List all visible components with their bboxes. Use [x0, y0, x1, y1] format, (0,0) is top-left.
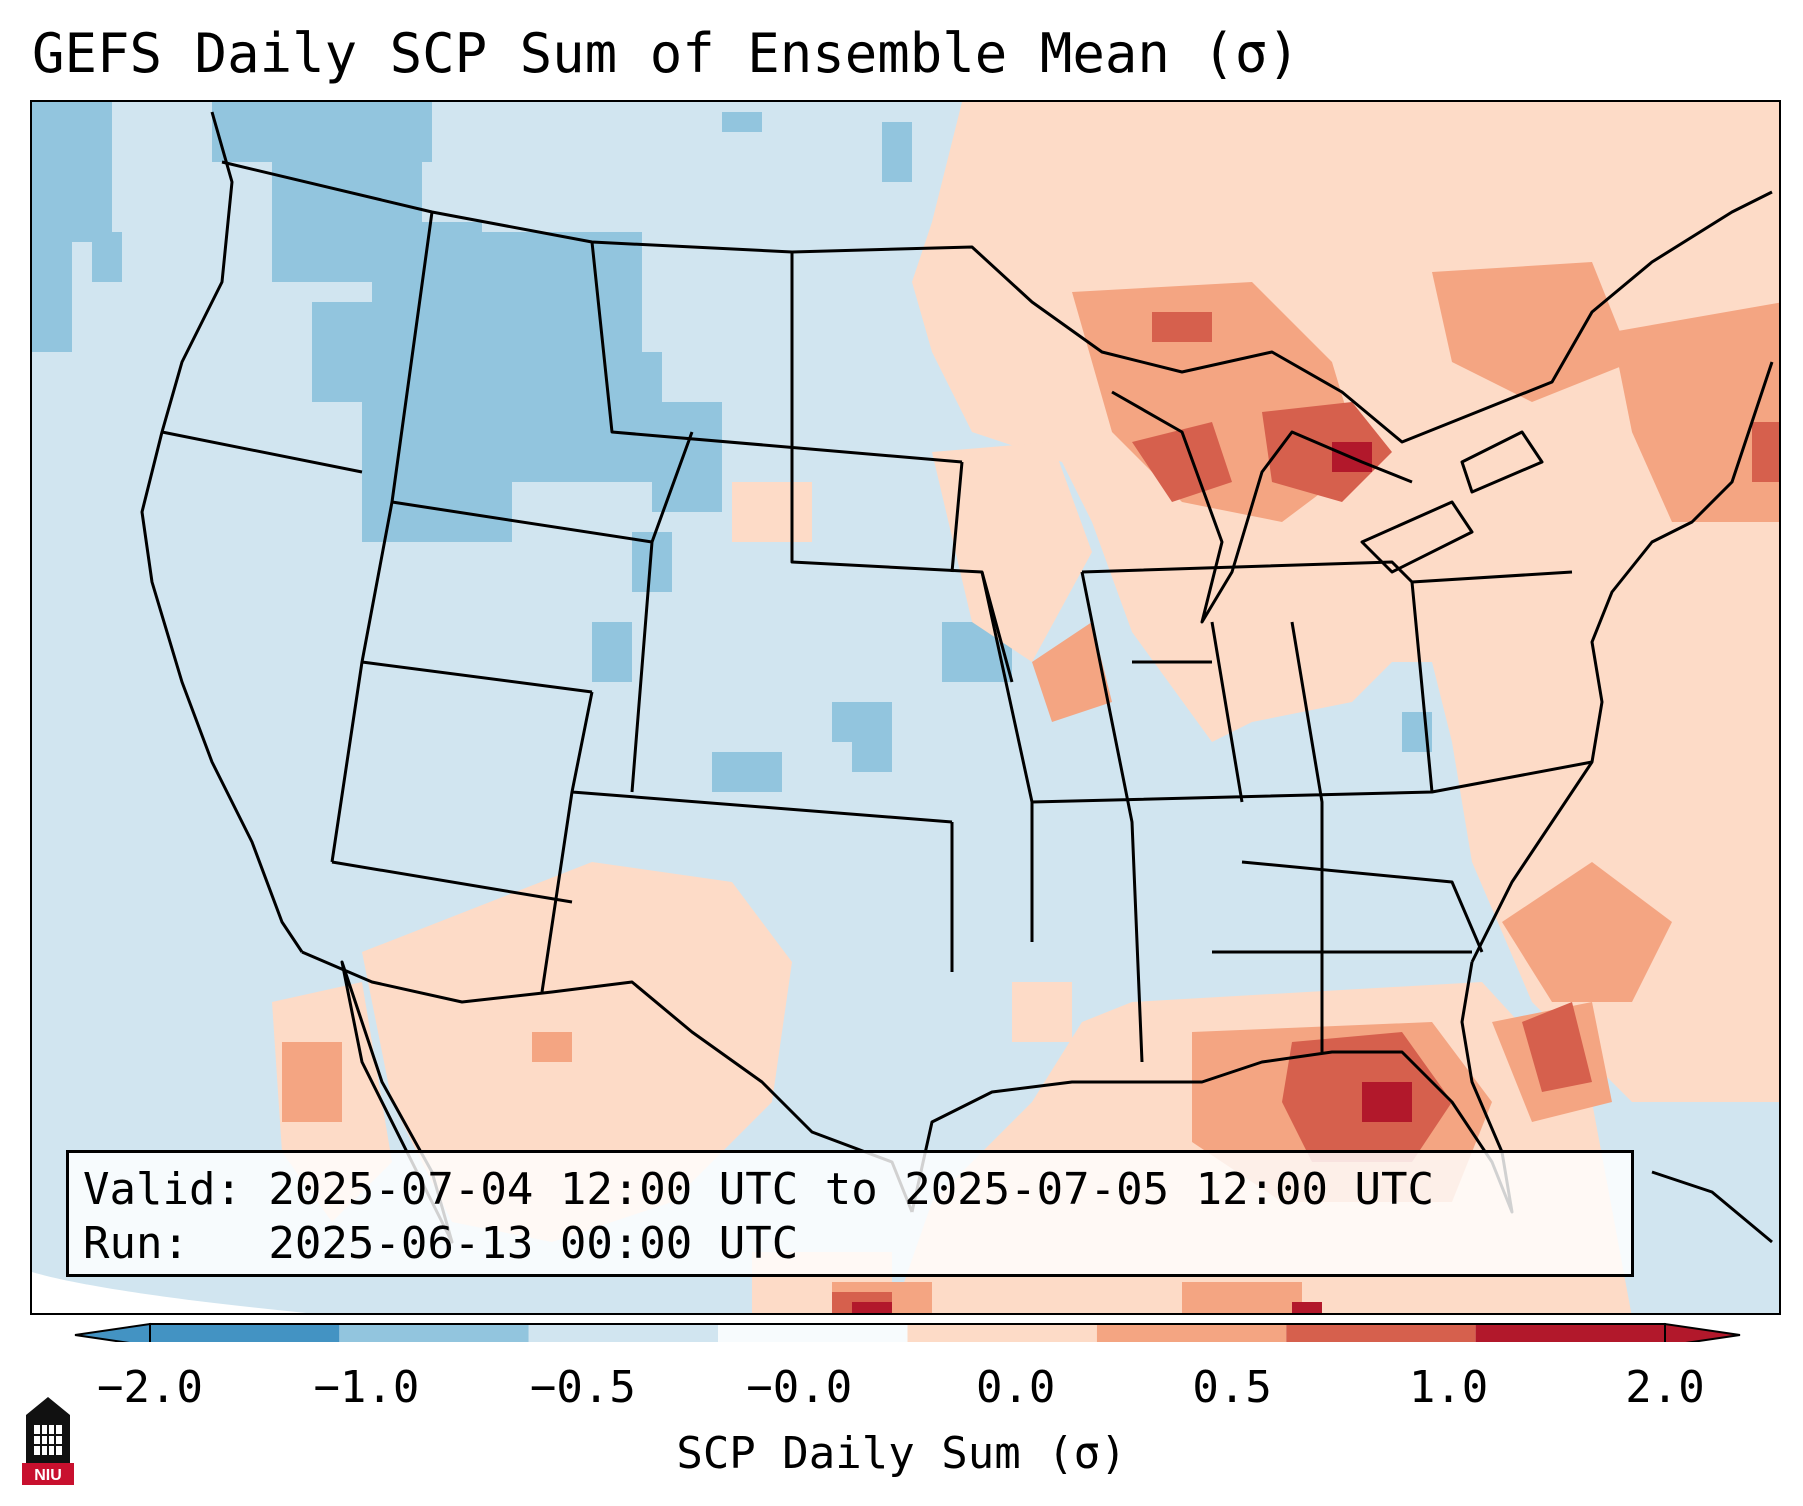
colorbar-segment — [528, 1324, 719, 1342]
logo-text: NIU — [34, 1467, 62, 1484]
valid-time-line: Valid: 2025-07-04 12:00 UTC to 2025-07-0… — [83, 1164, 1435, 1215]
colorbar-segment — [1096, 1324, 1287, 1342]
info-box: Valid: 2025-07-04 12:00 UTC to 2025-07-0… — [66, 1150, 1634, 1277]
cuba — [1651, 1170, 1773, 1244]
gulf-coast — [910, 961, 1514, 1214]
colorbar-extend-high — [1664, 1322, 1741, 1342]
positive-anomaly-extreme — [852, 442, 1412, 1313]
negative-anomaly-regions — [32, 102, 1432, 792]
great-lakes — [1111, 390, 1544, 624]
colorbar-segment — [907, 1324, 1097, 1342]
map-panel[interactable] — [30, 100, 1781, 1315]
scp-map — [32, 102, 1779, 1313]
state-lines-2 — [331, 461, 1593, 1063]
colorbar-segment — [1475, 1324, 1665, 1342]
run-time-line: Run: 2025-06-13 00:00 UTC — [83, 1218, 799, 1269]
us-mexico-border — [301, 950, 914, 1213]
colorbar-segment — [339, 1324, 529, 1342]
us-coastline-west — [140, 111, 304, 953]
colorbar-tick-label: −0.0 — [746, 1362, 853, 1413]
colorbar-tick-label: 0.5 — [1192, 1362, 1272, 1413]
colorbar-tick-label: 0.0 — [975, 1362, 1056, 1413]
colorbar-tick-label: 1.0 — [1408, 1362, 1489, 1413]
colorbar-outline — [149, 1323, 1666, 1342]
colorbar-segment — [718, 1324, 908, 1342]
colorbar-extend-low — [74, 1322, 151, 1342]
colorbar-tick-label: 2.0 — [1625, 1362, 1705, 1413]
colorbar-segment — [1286, 1324, 1476, 1342]
map-title: GEFS Daily SCP Sum of Ensemble Mean (σ) — [32, 22, 1300, 85]
colorbar — [74, 1322, 1741, 1342]
colorbar-tick-label: −1.0 — [313, 1362, 420, 1413]
colorbar-tick-label: −0.5 — [529, 1362, 636, 1413]
university-tower-icon: NIU — [22, 1397, 74, 1485]
east-coast — [1470, 361, 1774, 963]
colorbar-tick-label: −2.0 — [97, 1362, 203, 1413]
northern-border — [221, 160, 1773, 444]
colorbar-label: SCP Daily Sum (σ) — [676, 1428, 1127, 1479]
state-lines-3 — [1081, 560, 1573, 954]
boundaries — [140, 111, 1774, 1244]
colorbar-segment — [150, 1324, 340, 1342]
